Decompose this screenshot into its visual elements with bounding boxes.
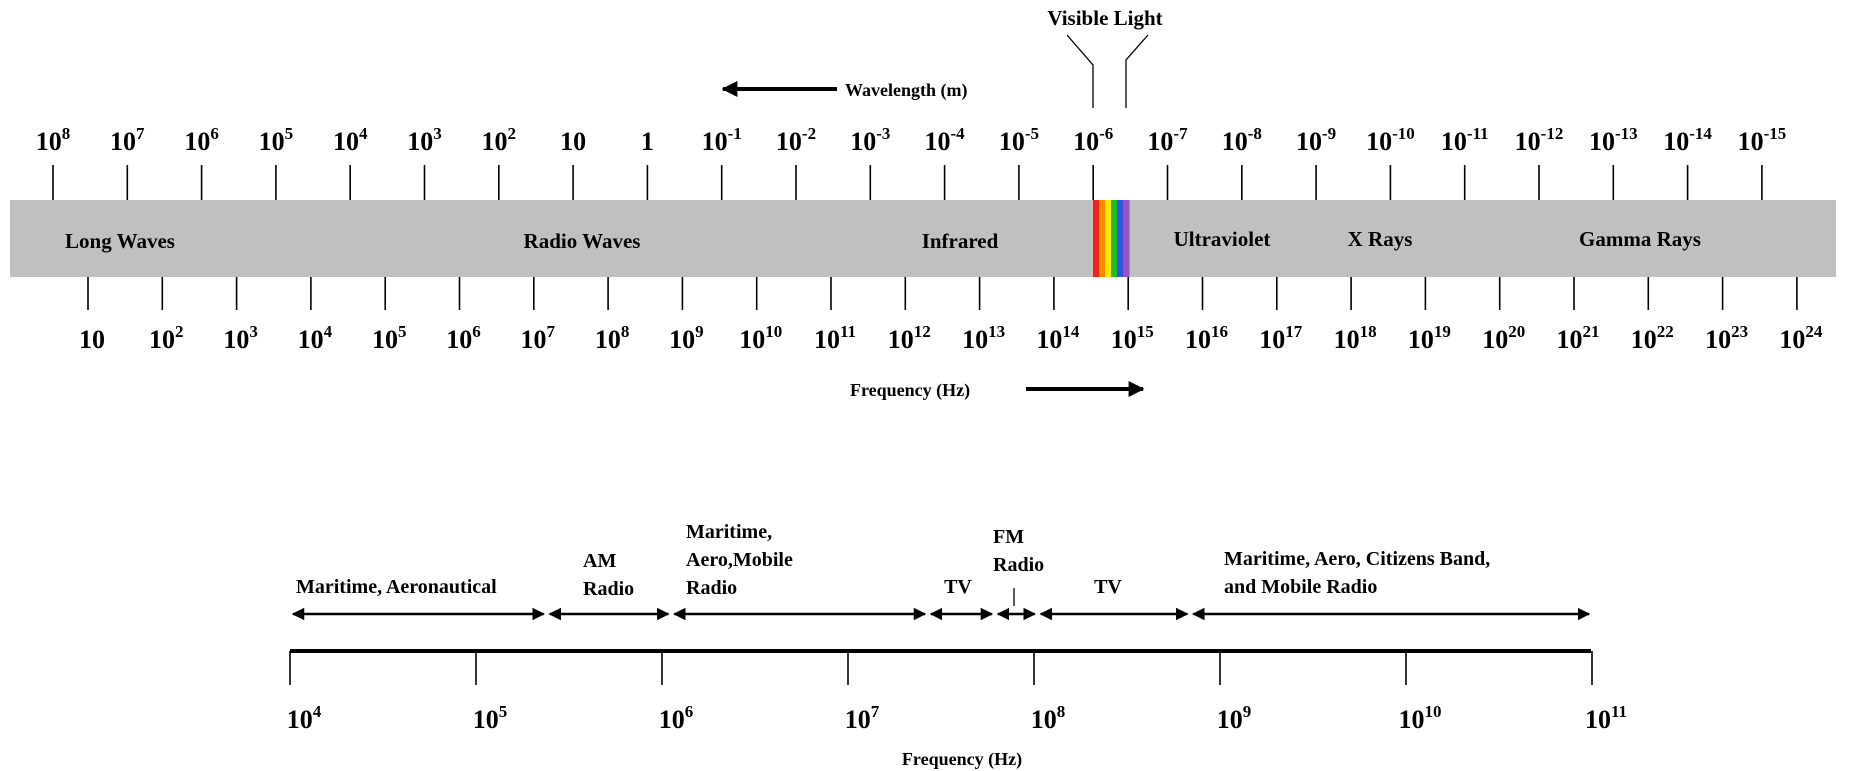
visible-light-pointer-right — [1125, 34, 1149, 108]
wavelength-tick-label: 10-7 — [1147, 124, 1188, 156]
wavelength-tick-label: 106 — [184, 124, 219, 156]
band-gamma-rays: Gamma Rays — [1579, 227, 1701, 251]
frequency-tick-label: 108 — [595, 322, 630, 354]
wavelength-tick-label: 10-10 — [1366, 124, 1415, 156]
allocation-tick-label: 108 — [1031, 702, 1066, 734]
frequency-tick-label: 10 — [79, 325, 105, 354]
wavelength-axis-label: Wavelength (m) — [845, 80, 967, 101]
frequency-tick-label: 1020 — [1482, 322, 1525, 354]
service-label: TV — [1094, 576, 1122, 598]
wavelength-tick-label: 1 — [641, 127, 654, 156]
frequency-tick-label: 103 — [223, 322, 258, 354]
spectrum-section: Visible Light Wavelength (m) Long Waves … — [10, 6, 1836, 401]
band-labels: Long Waves Radio Waves Infrared Ultravio… — [65, 227, 1701, 253]
wavelength-tick-label: 10-1 — [702, 124, 742, 156]
wavelength-tick-label: 10-5 — [999, 124, 1039, 156]
service-label: AM Radio — [583, 550, 634, 600]
frequency-tick-label: 1018 — [1334, 322, 1377, 354]
wavelength-tick-label: 10-14 — [1663, 124, 1712, 156]
band-radio-waves: Radio Waves — [524, 229, 641, 253]
wavelength-tick-label: 103 — [407, 124, 442, 156]
frequency-tick-label: 1011 — [814, 322, 856, 354]
frequency-tick-label: 1014 — [1036, 322, 1080, 354]
radio-allocation-section: Maritime, Aeronautical AM Radio Maritime, Ae… — [287, 521, 1627, 770]
frequency-tick-label: 1022 — [1631, 322, 1674, 354]
wavelength-tick-label: 10-9 — [1296, 124, 1336, 156]
frequency-tick-label: 1013 — [962, 322, 1005, 354]
frequency-tick-label: 102 — [149, 322, 184, 354]
frequency-tick-label: 109 — [669, 322, 704, 354]
frequency-tick-label: 1023 — [1705, 322, 1748, 354]
wavelength-tick-label: 102 — [482, 124, 517, 156]
band-infrared: Infrared — [922, 229, 999, 253]
wavelength-ticks: 108 107 106 105 104 103 102 10 1 10-1 10-2 10-3 10-4… — [36, 124, 1786, 200]
frequency-tick-label: 1015 — [1111, 322, 1154, 354]
band-long-waves: Long Waves — [65, 229, 175, 253]
visible-color-band — [1117, 200, 1124, 277]
frequency-tick-label: 1010 — [739, 322, 782, 354]
wavelength-tick-label: 104 — [333, 124, 368, 156]
frequency-axis-label: Frequency (Hz) — [850, 380, 970, 401]
allocation-tick-label: 106 — [659, 702, 694, 734]
frequency-tick-label: 104 — [298, 322, 333, 354]
service-label: Maritime, Aeronautical — [296, 576, 497, 598]
allocation-tick-label: 1010 — [1399, 702, 1442, 734]
wavelength-tick-label: 10-11 — [1441, 124, 1489, 156]
allocation-tick-label: 107 — [845, 702, 880, 734]
frequency-tick-label: 1016 — [1185, 322, 1228, 354]
visible-color-band — [1111, 200, 1118, 277]
frequency-tick-label: 107 — [521, 322, 556, 354]
service-arrows — [291, 588, 1591, 621]
allocation-tick-label: 104 — [287, 702, 322, 734]
service-labels: Maritime, Aeronautical AM Radio Maritime, Ae… — [296, 521, 1490, 600]
wavelength-tick-label: 10-12 — [1515, 124, 1564, 156]
allocation-tick-label: 105 — [473, 702, 508, 734]
wavelength-tick-label: 10-8 — [1222, 124, 1262, 156]
frequency-tick-label: 105 — [372, 322, 407, 354]
visible-light-strip — [1093, 200, 1130, 277]
visible-color-band — [1099, 200, 1106, 277]
service-label: FM Radio — [993, 526, 1044, 576]
spectrum-bar — [10, 200, 1836, 277]
wavelength-tick-label: 10-2 — [776, 124, 816, 156]
frequency-tick-label: 1019 — [1408, 322, 1451, 354]
wavelength-tick-label: 10-13 — [1589, 124, 1638, 156]
allocation-tick-label: 109 — [1217, 702, 1252, 734]
frequency-ticks: 10 102 103 104 105 106 107 108 109 1010 1011 1012 10… — [79, 277, 1823, 354]
visible-light-label: Visible Light — [1047, 6, 1162, 30]
service-label: Maritime, Aero,Mobile Radio — [686, 521, 793, 599]
visible-color-band — [1105, 200, 1112, 277]
frequency-tick-label: 1021 — [1557, 322, 1600, 354]
frequency-tick-label: 1017 — [1259, 322, 1303, 354]
wavelength-tick-label: 10 — [560, 127, 586, 156]
service-label: TV — [944, 576, 972, 598]
service-label: Maritime, Aero, Citizens Band, and Mobile… — [1224, 548, 1490, 598]
allocation-ticks: 104 105 106 107 108 109 1010 1011 — [287, 651, 1627, 734]
wavelength-tick-label: 10-6 — [1073, 124, 1113, 156]
visible-light-pointer-left — [1066, 34, 1094, 108]
wavelength-tick-label: 10-4 — [925, 124, 966, 156]
wavelength-tick-label: 105 — [259, 124, 294, 156]
frequency-tick-label: 1024 — [1779, 322, 1823, 354]
allocation-frequency-label: Frequency (Hz) — [902, 749, 1022, 770]
allocation-tick-label: 1011 — [1585, 702, 1627, 734]
wavelength-tick-label: 10-15 — [1738, 124, 1787, 156]
frequency-tick-label: 1012 — [888, 322, 931, 354]
visible-color-band — [1093, 200, 1100, 277]
wavelength-tick-label: 107 — [110, 124, 145, 156]
band-x-rays: X Rays — [1348, 227, 1413, 251]
visible-color-band — [1123, 200, 1130, 277]
frequency-tick-label: 106 — [446, 322, 481, 354]
wavelength-tick-label: 10-3 — [850, 124, 890, 156]
band-ultraviolet: Ultraviolet — [1174, 227, 1271, 251]
wavelength-tick-label: 108 — [36, 124, 71, 156]
